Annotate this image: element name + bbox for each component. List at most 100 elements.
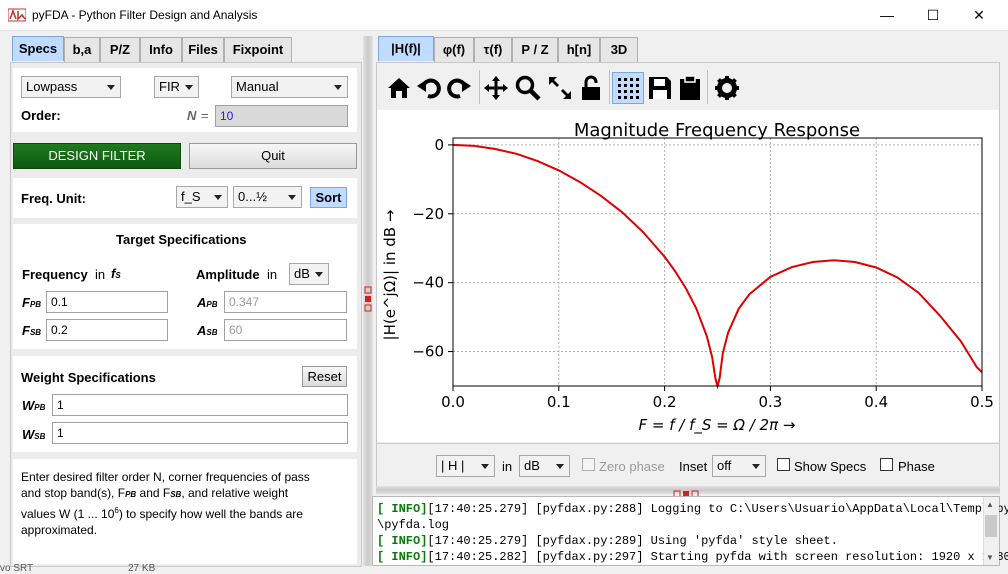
show-specs-label: Show Specs	[794, 459, 866, 474]
freq-unit-label: Freq. Unit:	[21, 191, 86, 206]
clipboard-icon[interactable]	[676, 74, 704, 102]
log-line: [ INFO][17:40:25.279] [pyfdax.py:288] Lo…	[377, 502, 1008, 516]
w-pb-input[interactable]: 1	[52, 394, 348, 416]
phase-label: Phase	[898, 459, 935, 474]
zero-phase-label: Zero phase	[599, 459, 665, 474]
x-tick-label: 0.4	[864, 393, 888, 411]
minimize-button[interactable]: —	[864, 0, 910, 30]
tab-info[interactable]: Info	[140, 37, 182, 62]
freq-range-select[interactable]: 0...½	[233, 186, 302, 208]
zero-phase-checkbox[interactable]	[582, 458, 595, 471]
fullscreen-icon[interactable]	[546, 74, 574, 102]
chart-xlabel: F = f / f_S = Ω / 2π →	[639, 416, 796, 435]
tab-pz[interactable]: P/Z	[100, 37, 140, 62]
inset-select[interactable]: off	[712, 455, 766, 477]
scroll-down-icon[interactable]: ▼	[986, 553, 994, 562]
tab-magnitude[interactable]: |H(f)|	[378, 36, 434, 61]
design-filter-button[interactable]: DESIGN FILTER	[13, 143, 181, 169]
order-input[interactable]: 10	[215, 105, 348, 127]
f-sb-input[interactable]: 0.2	[46, 319, 168, 341]
w-sb-input[interactable]: 1	[52, 422, 348, 444]
w-sb-label: WSB	[22, 427, 45, 442]
zoom-icon[interactable]	[514, 74, 542, 102]
amplitude-in: in	[267, 267, 277, 282]
settings-icon[interactable]	[713, 74, 741, 102]
target-specs-title: Target Specifications	[116, 232, 247, 247]
y-tick-label: −20	[412, 205, 444, 223]
a-pb-label: APB	[197, 295, 218, 310]
footer-right-text: 27 KB	[128, 563, 155, 574]
order-label: Order:	[21, 108, 61, 123]
y-tick-label: −60	[412, 343, 444, 361]
x-tick-label: 0.1	[547, 393, 571, 411]
redo-icon[interactable]	[445, 74, 473, 102]
inset-label: Inset	[679, 459, 707, 474]
tab-3d[interactable]: 3D	[600, 37, 638, 62]
plot-in-label: in	[502, 459, 512, 474]
pyfda-logo-icon	[8, 7, 26, 23]
phase-checkbox[interactable]	[880, 458, 893, 471]
home-icon[interactable]	[385, 74, 413, 102]
f-pb-input[interactable]: 0.1	[46, 291, 168, 313]
toolbar-divider	[479, 70, 480, 104]
splitter-grip-icon	[364, 286, 372, 312]
h-splitter-grip-icon	[673, 486, 699, 494]
weight-specs-title: Weight Specifications	[21, 370, 156, 385]
y-tick-label: 0	[434, 136, 444, 154]
maximize-button[interactable]: ☐	[910, 0, 956, 30]
tab-files[interactable]: Files	[182, 37, 224, 62]
tab-phase[interactable]: φ(f)	[434, 37, 474, 62]
sort-button[interactable]: Sort	[310, 187, 347, 208]
x-tick-label: 0.5	[970, 393, 994, 411]
x-tick-label: 0.0	[441, 393, 465, 411]
footer-left-text: vo SRT	[0, 563, 33, 574]
log-line: [ INFO][17:40:25.279] [pyfdax.py:289] Us…	[377, 534, 838, 548]
magnitude-type-select[interactable]: | H |	[436, 455, 495, 477]
frequency-in: in	[95, 267, 105, 282]
scroll-thumb[interactable]	[985, 515, 997, 537]
undo-icon[interactable]	[415, 74, 443, 102]
response-type-select[interactable]: Lowpass	[21, 76, 121, 98]
grid-icon[interactable]	[612, 72, 644, 104]
chart-ylabel: |H(e^jΩ)| in dB →	[381, 210, 399, 341]
chart-background	[377, 110, 999, 442]
toolbar-divider	[609, 70, 610, 104]
magnitude-chart[interactable]: 0.0 0.1 0.2 0.3 0.4 0.5 0 −20 −40 −60 Magnitude F…	[377, 110, 999, 442]
tab-fixpoint[interactable]: Fixpoint	[224, 37, 292, 62]
save-icon[interactable]	[646, 74, 674, 102]
close-button[interactable]: ✕	[956, 0, 1002, 30]
design-method-select[interactable]: Manual	[231, 76, 348, 98]
show-specs-checkbox[interactable]	[777, 458, 790, 471]
lock-icon[interactable]	[577, 74, 605, 102]
title-bar: pyFDA - Python Filter Design and Analysi…	[0, 0, 1008, 31]
w-pb-label: WPB	[22, 398, 45, 413]
y-tick-label: −40	[412, 274, 444, 292]
frequency-unit-symbol: fS	[111, 266, 121, 281]
plot-unit-select[interactable]: dB	[519, 455, 570, 477]
chart-title: Magnitude Frequency Response	[574, 120, 860, 141]
order-equals: =	[201, 108, 209, 123]
plot-controls-divider	[376, 443, 1000, 444]
quit-button[interactable]: Quit	[189, 143, 357, 169]
a-sb-input[interactable]: 60	[224, 319, 347, 341]
amplitude-unit-select[interactable]: dB	[289, 263, 329, 285]
frequency-label: Frequency	[22, 267, 88, 282]
log-line: [ INFO][17:40:25.282] [pyfdax.py:297] St…	[377, 550, 1008, 564]
f-sb-label: FSB	[22, 323, 41, 338]
tab-pole-zero[interactable]: P / Z	[512, 37, 558, 62]
a-pb-input[interactable]: 0.347	[224, 291, 347, 313]
freq-unit-select[interactable]: f_S	[176, 186, 228, 208]
reset-button[interactable]: Reset	[302, 366, 347, 387]
toolbar-divider	[707, 70, 708, 104]
x-tick-label: 0.3	[758, 393, 782, 411]
pan-icon[interactable]	[482, 74, 510, 102]
scroll-up-icon[interactable]: ▲	[986, 500, 994, 509]
log-line: \pyfda.log	[377, 518, 449, 532]
tab-impulse[interactable]: h[n]	[558, 37, 600, 62]
a-sb-label: ASB	[197, 323, 218, 338]
tab-group-delay[interactable]: τ(f)	[474, 37, 512, 62]
tab-ba[interactable]: b,a	[64, 37, 100, 62]
tab-specs[interactable]: Specs	[12, 36, 64, 61]
filter-class-select[interactable]: FIR	[154, 76, 199, 98]
f-pb-label: FPB	[22, 295, 41, 310]
